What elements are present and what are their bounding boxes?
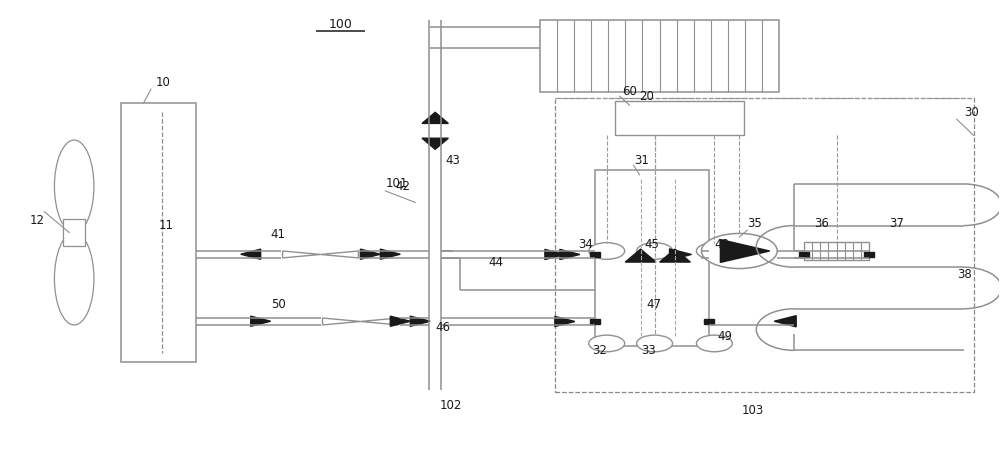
Bar (555, 99, 974, 392)
Polygon shape (555, 316, 575, 326)
Polygon shape (410, 316, 430, 326)
Text: 100: 100 (329, 18, 352, 31)
Circle shape (637, 335, 673, 352)
Circle shape (589, 335, 625, 352)
Text: 43: 43 (445, 154, 460, 167)
Text: 45: 45 (645, 238, 659, 251)
Polygon shape (390, 316, 410, 326)
Bar (799, 252, 809, 257)
Polygon shape (251, 316, 271, 326)
Circle shape (696, 335, 732, 352)
Bar (590, 319, 600, 324)
Text: 37: 37 (889, 217, 904, 230)
Text: 103: 103 (741, 404, 764, 417)
Polygon shape (625, 249, 656, 262)
Text: 60: 60 (622, 85, 637, 98)
Text: 49: 49 (717, 330, 732, 343)
Bar (864, 252, 874, 257)
Ellipse shape (54, 140, 94, 232)
Polygon shape (670, 249, 691, 260)
Text: 48: 48 (714, 238, 729, 251)
Bar (63, 219, 85, 246)
Text: 36: 36 (814, 217, 829, 230)
Polygon shape (774, 316, 796, 327)
Text: 42: 42 (395, 180, 410, 193)
Circle shape (701, 233, 777, 269)
Polygon shape (380, 249, 400, 259)
Circle shape (637, 243, 673, 259)
Text: 41: 41 (271, 228, 286, 241)
Bar (540, 20, 779, 92)
Polygon shape (360, 249, 380, 259)
Text: 102: 102 (440, 399, 463, 412)
Text: 101: 101 (385, 178, 408, 191)
Polygon shape (422, 113, 448, 123)
Text: 46: 46 (435, 321, 450, 334)
Text: 33: 33 (642, 344, 656, 357)
Text: 47: 47 (647, 298, 662, 311)
Polygon shape (545, 249, 565, 259)
Text: 12: 12 (29, 214, 44, 227)
Text: 50: 50 (271, 298, 285, 311)
Text: 11: 11 (159, 219, 174, 232)
Polygon shape (322, 318, 360, 325)
Text: 31: 31 (635, 154, 650, 167)
Text: 44: 44 (488, 256, 503, 269)
Polygon shape (560, 249, 580, 259)
Bar (804, 242, 869, 260)
Bar (590, 252, 600, 257)
Polygon shape (360, 318, 398, 325)
Polygon shape (320, 251, 358, 258)
Bar (704, 319, 714, 324)
Circle shape (696, 243, 732, 259)
Text: 32: 32 (592, 344, 607, 357)
Bar (595, 170, 709, 346)
Polygon shape (720, 239, 770, 262)
Ellipse shape (54, 232, 94, 325)
Text: 35: 35 (747, 217, 762, 230)
Bar (121, 103, 196, 362)
Text: 30: 30 (964, 106, 978, 119)
Text: 34: 34 (578, 238, 593, 251)
Text: 10: 10 (156, 76, 171, 89)
Polygon shape (241, 249, 261, 259)
Polygon shape (283, 251, 320, 258)
Circle shape (589, 243, 625, 259)
Text: 20: 20 (640, 90, 654, 103)
Bar (615, 101, 744, 135)
Polygon shape (660, 249, 690, 262)
Text: 38: 38 (957, 267, 971, 280)
Bar (704, 252, 714, 257)
Polygon shape (422, 138, 448, 149)
